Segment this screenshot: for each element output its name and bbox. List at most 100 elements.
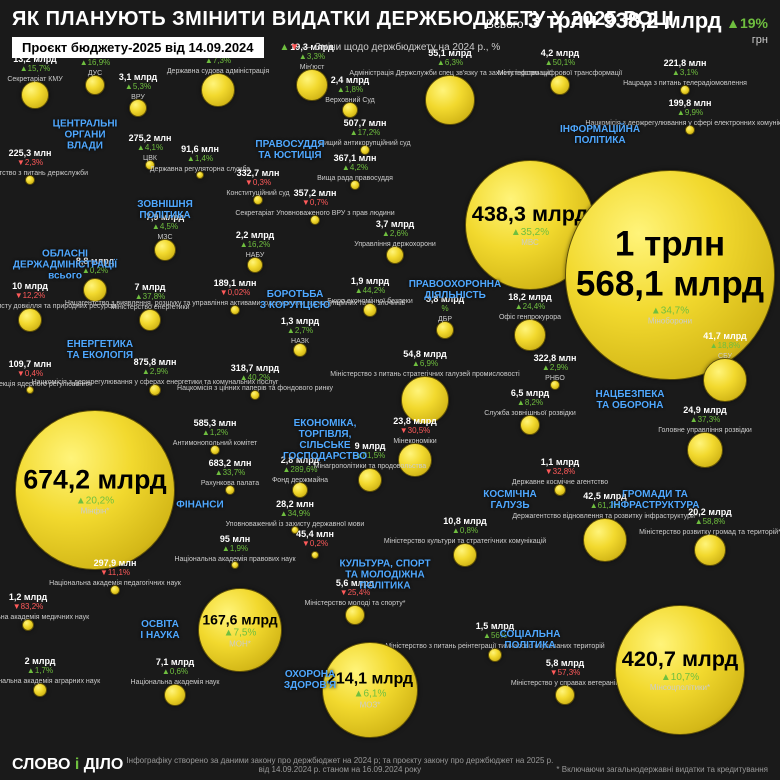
category-label: ЕКОНОМІКА,ТОРГІВЛЯ,СІЛЬСЬКЕГОСПОДАРСТВО [283, 418, 367, 462]
bubble [520, 415, 540, 435]
bubble-label: 199,8 млн▲9,9%Нацкомісія з держрегулюван… [585, 98, 780, 128]
bubble [129, 99, 147, 117]
bubble [425, 75, 475, 125]
category-label: СОЦІАЛЬНАПОЛІТИКА [500, 629, 561, 651]
category-label: КОСМІЧНАГАЛУЗЬ [483, 489, 537, 511]
bubble-label: 3,8 млрд%ДБР [426, 294, 464, 324]
total-label: Всього [486, 17, 524, 31]
category-label: БОРОТЬБАЗ КОРУПЦІЄЮ [260, 289, 330, 311]
bubble [154, 239, 176, 261]
bubble [358, 468, 382, 492]
bubble-label: 91,6 млн▲1,4%Державна регуляторна служба [150, 144, 250, 174]
bubble-label: 683,2 млн▲33,7%Рахункова палата [201, 458, 259, 488]
bubble-label: 7,9 млрд▲4,5%МЗС [146, 212, 184, 242]
bubble [583, 518, 627, 562]
category-label: ОБЛАСНІДЕРЖАДМІНІСТРАЦІЇвсього [13, 249, 117, 282]
footer: СЛОВО і ДІЛО Інфографіку створено за дан… [12, 756, 768, 774]
bubble [311, 551, 319, 559]
bubble-label: 225,3 млн▼2,3%Нацагентство з питань держ… [0, 148, 88, 178]
bubble [231, 561, 239, 569]
bubble [360, 145, 370, 155]
footer-note-1: Інфографіку створено за даними закону пр… [123, 756, 556, 774]
bubble [139, 309, 161, 331]
bubble [453, 543, 477, 567]
bubble [554, 484, 566, 496]
bubble-label: 322,8 млн▲2,9%РНБО [534, 353, 577, 383]
bubble-label: 2 млрд▲1,7%Національна академія аграрних… [0, 656, 100, 686]
bubble [550, 75, 570, 95]
bubble-label: 1,2 млрд▼83,2%Національна академія медич… [0, 592, 89, 622]
bubble-label: 1,1 млрд▼32,8%Державне космічне агентств… [512, 457, 608, 487]
bubble [401, 376, 449, 424]
total-unit: грн [486, 34, 768, 46]
bubble-label: 3,1 млрд▲5,3%ВРУ [119, 72, 157, 102]
bubble-label: 7,1 млрд▲0,6%Національна академія наук [131, 657, 220, 687]
bubble [110, 585, 120, 595]
bubble [350, 180, 360, 190]
bubble [436, 321, 454, 339]
bubble [85, 75, 105, 95]
bubble-label: 6,5 млрд▲8,2%Служба зовнішньої розвідки [484, 388, 576, 418]
bubble-label: 24,9 млрд▲37,3%Головне управління розвід… [658, 405, 752, 435]
bubble-label: 5,6 млрд▼25,4%Міністерство молоді та спо… [305, 578, 406, 608]
bubble [15, 410, 175, 570]
bubble [22, 619, 34, 631]
footer-note-2: * Включаючи загальнодержавні видатки та … [556, 765, 768, 774]
bubble [703, 358, 747, 402]
bubble [310, 215, 320, 225]
bubble-label: 10,8 млрд▲0,8%Міністерство культури та с… [384, 516, 546, 546]
bubble [488, 648, 502, 662]
category-label: КУЛЬТУРА, СПОРТТА МОЛОДІЖНАПОЛІТИКА [339, 559, 430, 592]
bubble [247, 257, 263, 273]
bubble [685, 125, 695, 135]
bubble-label: 7 млрд▲37,8%Міністерство енергетики [110, 282, 189, 312]
subtitle: Проєкт бюджету-2025 від 14.09.2024 [12, 37, 264, 58]
category-label: ФІНАНСИ [176, 500, 223, 511]
bubble-label: 367,1 млн▲4,2%Вища рада правосуддя [317, 153, 393, 183]
category-label: ГРОМАДИ ТАІНФРАСТРУКТУРА [611, 489, 700, 511]
bubble-label: 1,3 млрд▲2,7%НАЗК [281, 316, 319, 346]
category-label: НАЦБЕЗПЕКАТА ОБОРОНА [595, 389, 664, 411]
logo: СЛОВО і ДІЛО [12, 756, 123, 774]
bubble [18, 308, 42, 332]
bubble [615, 605, 745, 735]
bubble-label: 189,1 млн▼0,02%Нацагентство з виявлення,… [65, 278, 405, 308]
category-label: ПРАВООХОРОННАДІЯЛЬНІСТЬ [409, 279, 502, 301]
bubble [25, 175, 35, 185]
bubble [687, 432, 723, 468]
bubble-label: 42,5 млрд▲61,2%Держагентство відновлення… [512, 491, 697, 521]
bubble [149, 384, 161, 396]
legend-note: ▲▼ — Зміни щодо держбюджету на 2024 р., … [280, 42, 501, 53]
bubble [196, 171, 204, 179]
category-label: ОСВІТАІ НАУКА [140, 619, 179, 641]
bubble-label: 18,2 млрд▲24,4%Офіс генпрокурора [499, 292, 561, 322]
bubble-label: 221,8 млн▲3,1%Нацрада з питань телерадіо… [623, 58, 747, 88]
bubble-label: 5,8 млрд▼57,3%Міністерство у справах вет… [511, 658, 619, 688]
category-label: ЕНЕРГЕТИКАТА ЕКОЛОГІЯ [67, 339, 133, 361]
bubble-label: 332,7 млн▼0,3%Конституційний суд [226, 168, 289, 198]
bubble [296, 69, 328, 101]
bubble-label: 585,3 млн▲1,2%Антимонопольний комітет [173, 418, 257, 448]
bubble [210, 445, 220, 455]
bubble-label: 8,8 млрд▲0,2% [76, 256, 114, 276]
bubble [322, 642, 418, 738]
bubble-label: 20,2 млрд▲58,8%Міністерство розвитку гро… [639, 507, 780, 537]
bubble [225, 485, 235, 495]
category-label: ІНФОРМАЦІЙНАПОЛІТИКА [560, 124, 640, 146]
bubble-label: 2,8 млрд▲289,6%Фонд держмайна [272, 455, 328, 485]
bubble [514, 319, 546, 351]
bubble [145, 160, 155, 170]
bubble [250, 390, 260, 400]
bubble [555, 685, 575, 705]
bubble [21, 81, 49, 109]
category-label: ЗОВНІШНЯПОЛІТИКА [137, 199, 193, 221]
bubble [550, 380, 560, 390]
bubble [292, 482, 308, 498]
bubble [386, 246, 404, 264]
bubble-label: 54,8 млрд▲6,9%Міністерство з питань стра… [330, 349, 519, 379]
bubble-label: 507,7 млн▲17,2%Вищий антикорупційний суд [319, 118, 410, 148]
bubble-label: 875,8 млн▲2,9%Нацкомісія з держрегулюван… [32, 357, 279, 387]
bubble-label: 1,9 млрд▲44,2%Бюро економічної безпеки [327, 276, 412, 306]
bubble [363, 303, 377, 317]
bubble-label: 3,7 млрд▲2,6%Управління держохорони [354, 219, 436, 249]
